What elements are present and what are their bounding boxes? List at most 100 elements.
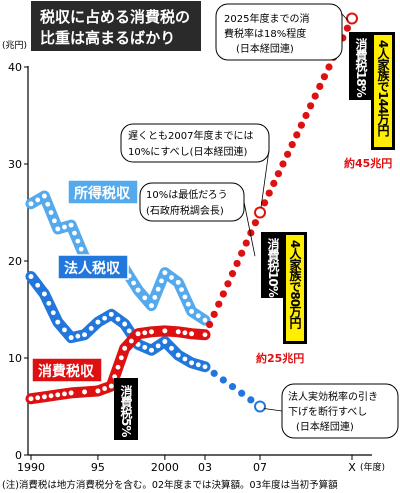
income-data-point <box>175 279 181 285</box>
consumption-series-dot <box>62 391 67 397</box>
consumption-projection-dot <box>219 290 227 298</box>
leader-corp-cut <box>263 408 283 412</box>
income-series-dot <box>131 280 137 286</box>
leader-ishi <box>243 201 256 257</box>
callout-family10-text: 4人家族で80万円 <box>288 240 302 330</box>
y-tick-label: 20 <box>8 255 22 268</box>
corporate-series-dot <box>169 345 174 351</box>
annotation-keidanren-2025-line1: 2025年度までの消 <box>224 12 309 25</box>
x-tick-label: 95 <box>91 461 105 474</box>
corporate-label: 法人税収 <box>64 260 121 277</box>
consumption-projection-dot <box>279 160 287 168</box>
corporate-data-point <box>122 321 128 327</box>
income-data-point <box>28 201 34 207</box>
corporate-data-point <box>82 332 87 338</box>
consumption-series-dot <box>48 393 54 399</box>
income-series-dot <box>48 210 54 215</box>
income-data-point <box>135 287 141 293</box>
corporate-data-point <box>189 360 195 366</box>
consumption-projection-dot <box>233 259 241 268</box>
callout-total45: 約45兆円 <box>344 156 392 170</box>
x-tick-label: X <box>348 461 356 474</box>
corporate-series-dot <box>155 343 161 349</box>
income-series-dot <box>152 294 158 300</box>
consumption-projection-dot <box>261 199 269 207</box>
corporate-series-dot <box>62 327 67 333</box>
consumption-projection-dot <box>307 102 315 110</box>
annotation-corp-cut-line3: (日本経団連) <box>296 420 354 433</box>
income-series-dot <box>185 301 191 307</box>
corporate-data-point <box>41 291 47 297</box>
corporate-series-dot <box>46 300 52 306</box>
corporate-data-point <box>175 352 181 358</box>
corporate-series-dot <box>142 344 148 350</box>
callout-rate10: 消費税10% <box>261 232 285 298</box>
callout-rate18-text: 消費税18% <box>354 37 368 98</box>
consumption-projection-target <box>346 12 358 25</box>
income-label-box <box>67 179 139 205</box>
leader-2025 <box>341 13 349 21</box>
consumption-projection-dot <box>284 150 292 158</box>
annotation-keidanren-2025-line2: 費税率は18%程度 <box>224 27 306 40</box>
consumption-projection-dot <box>320 73 328 81</box>
callout-total25: 約25兆円 <box>256 351 304 365</box>
consumption-series-dot <box>115 364 121 370</box>
annotation-keidanren-2007-line2: 10%にすべし(日本経団連) <box>128 145 248 158</box>
consumption-data-point <box>82 389 87 395</box>
consumption-series-dot <box>118 355 124 361</box>
callout-rate5-text: 消費税5% <box>119 384 133 438</box>
callout-family18-text: 4人家族で144万円 <box>376 40 390 137</box>
income-series-dot <box>78 246 84 252</box>
income-data-point <box>189 309 195 314</box>
x-tick-label: 2000 <box>151 461 179 474</box>
consumption-projection-dot <box>205 320 214 329</box>
annotation-keidanren-2025: 2025年度までの消 費税率は18%程度 (日本経団連) <box>215 3 343 61</box>
corporate-projection-dot <box>228 383 237 391</box>
x-tick-label: 03 <box>198 461 212 474</box>
income-series-dot <box>169 275 174 280</box>
consumption-data-point <box>55 392 61 398</box>
consumption-series-dot <box>112 374 118 380</box>
consumption-projection-dot <box>224 280 232 288</box>
corporate-series-dot <box>50 310 56 316</box>
annotation-keidanren-2007-line1: 遅くとも2007年度までには <box>128 129 253 142</box>
corporate-series-dot <box>182 356 188 362</box>
title-box <box>31 1 201 51</box>
corporate-data-point <box>162 339 168 344</box>
x-axis-label: (年度) <box>360 461 385 473</box>
annotation-ishi: 10%は最低だろう (石政府税調会長) <box>139 182 245 222</box>
y-ticks: 0 10 20 30 40 <box>8 61 28 462</box>
consumption-projection-dot <box>274 170 282 178</box>
consumption-data-point <box>108 383 114 389</box>
consumption-projection-dot <box>293 131 301 139</box>
consumption-projection-dot <box>215 300 223 308</box>
income-data-point <box>149 303 154 309</box>
consumption-series-dot <box>182 330 188 336</box>
consumption-series-dot <box>142 330 148 336</box>
annotation-corp-cut-line2: 下げを断行すべし <box>288 405 367 418</box>
corporate-label-box <box>57 254 129 280</box>
footnote: (注)消費税は地方消費税分を含む。02年度までは決算額。03年度は当初予算額 <box>2 479 338 491</box>
consumption-series-dot <box>102 386 108 391</box>
consumption-data-point <box>28 396 34 402</box>
consumption-data-point <box>162 328 168 334</box>
consumption-projection-dot <box>311 92 319 100</box>
corporate-projection-dot <box>238 389 246 397</box>
consumption-projection-target <box>254 206 266 219</box>
consumption-data-point <box>122 345 128 351</box>
consumption-projection-dot <box>288 141 296 149</box>
consumption-data-point <box>68 390 74 396</box>
chart-title-line1: 税収に占める消費税の <box>40 8 190 26</box>
consumption-projection-dot <box>242 239 250 247</box>
callout-rate10-text: 消費税10% <box>266 237 280 298</box>
income-series-dot <box>72 230 77 236</box>
corporate-projection-dot <box>247 396 255 404</box>
callout-family18: 4人家族で144万円 <box>371 32 395 150</box>
consumption-projection-dot <box>228 270 237 278</box>
corporate-data-point <box>108 311 114 317</box>
consumption-projection-dot <box>238 249 246 257</box>
y-axis-label: (兆円) <box>2 40 27 51</box>
consumption-label-box <box>31 357 103 383</box>
x-tick-label: 1990 <box>17 461 45 474</box>
consumption-projection-dot <box>247 229 255 237</box>
